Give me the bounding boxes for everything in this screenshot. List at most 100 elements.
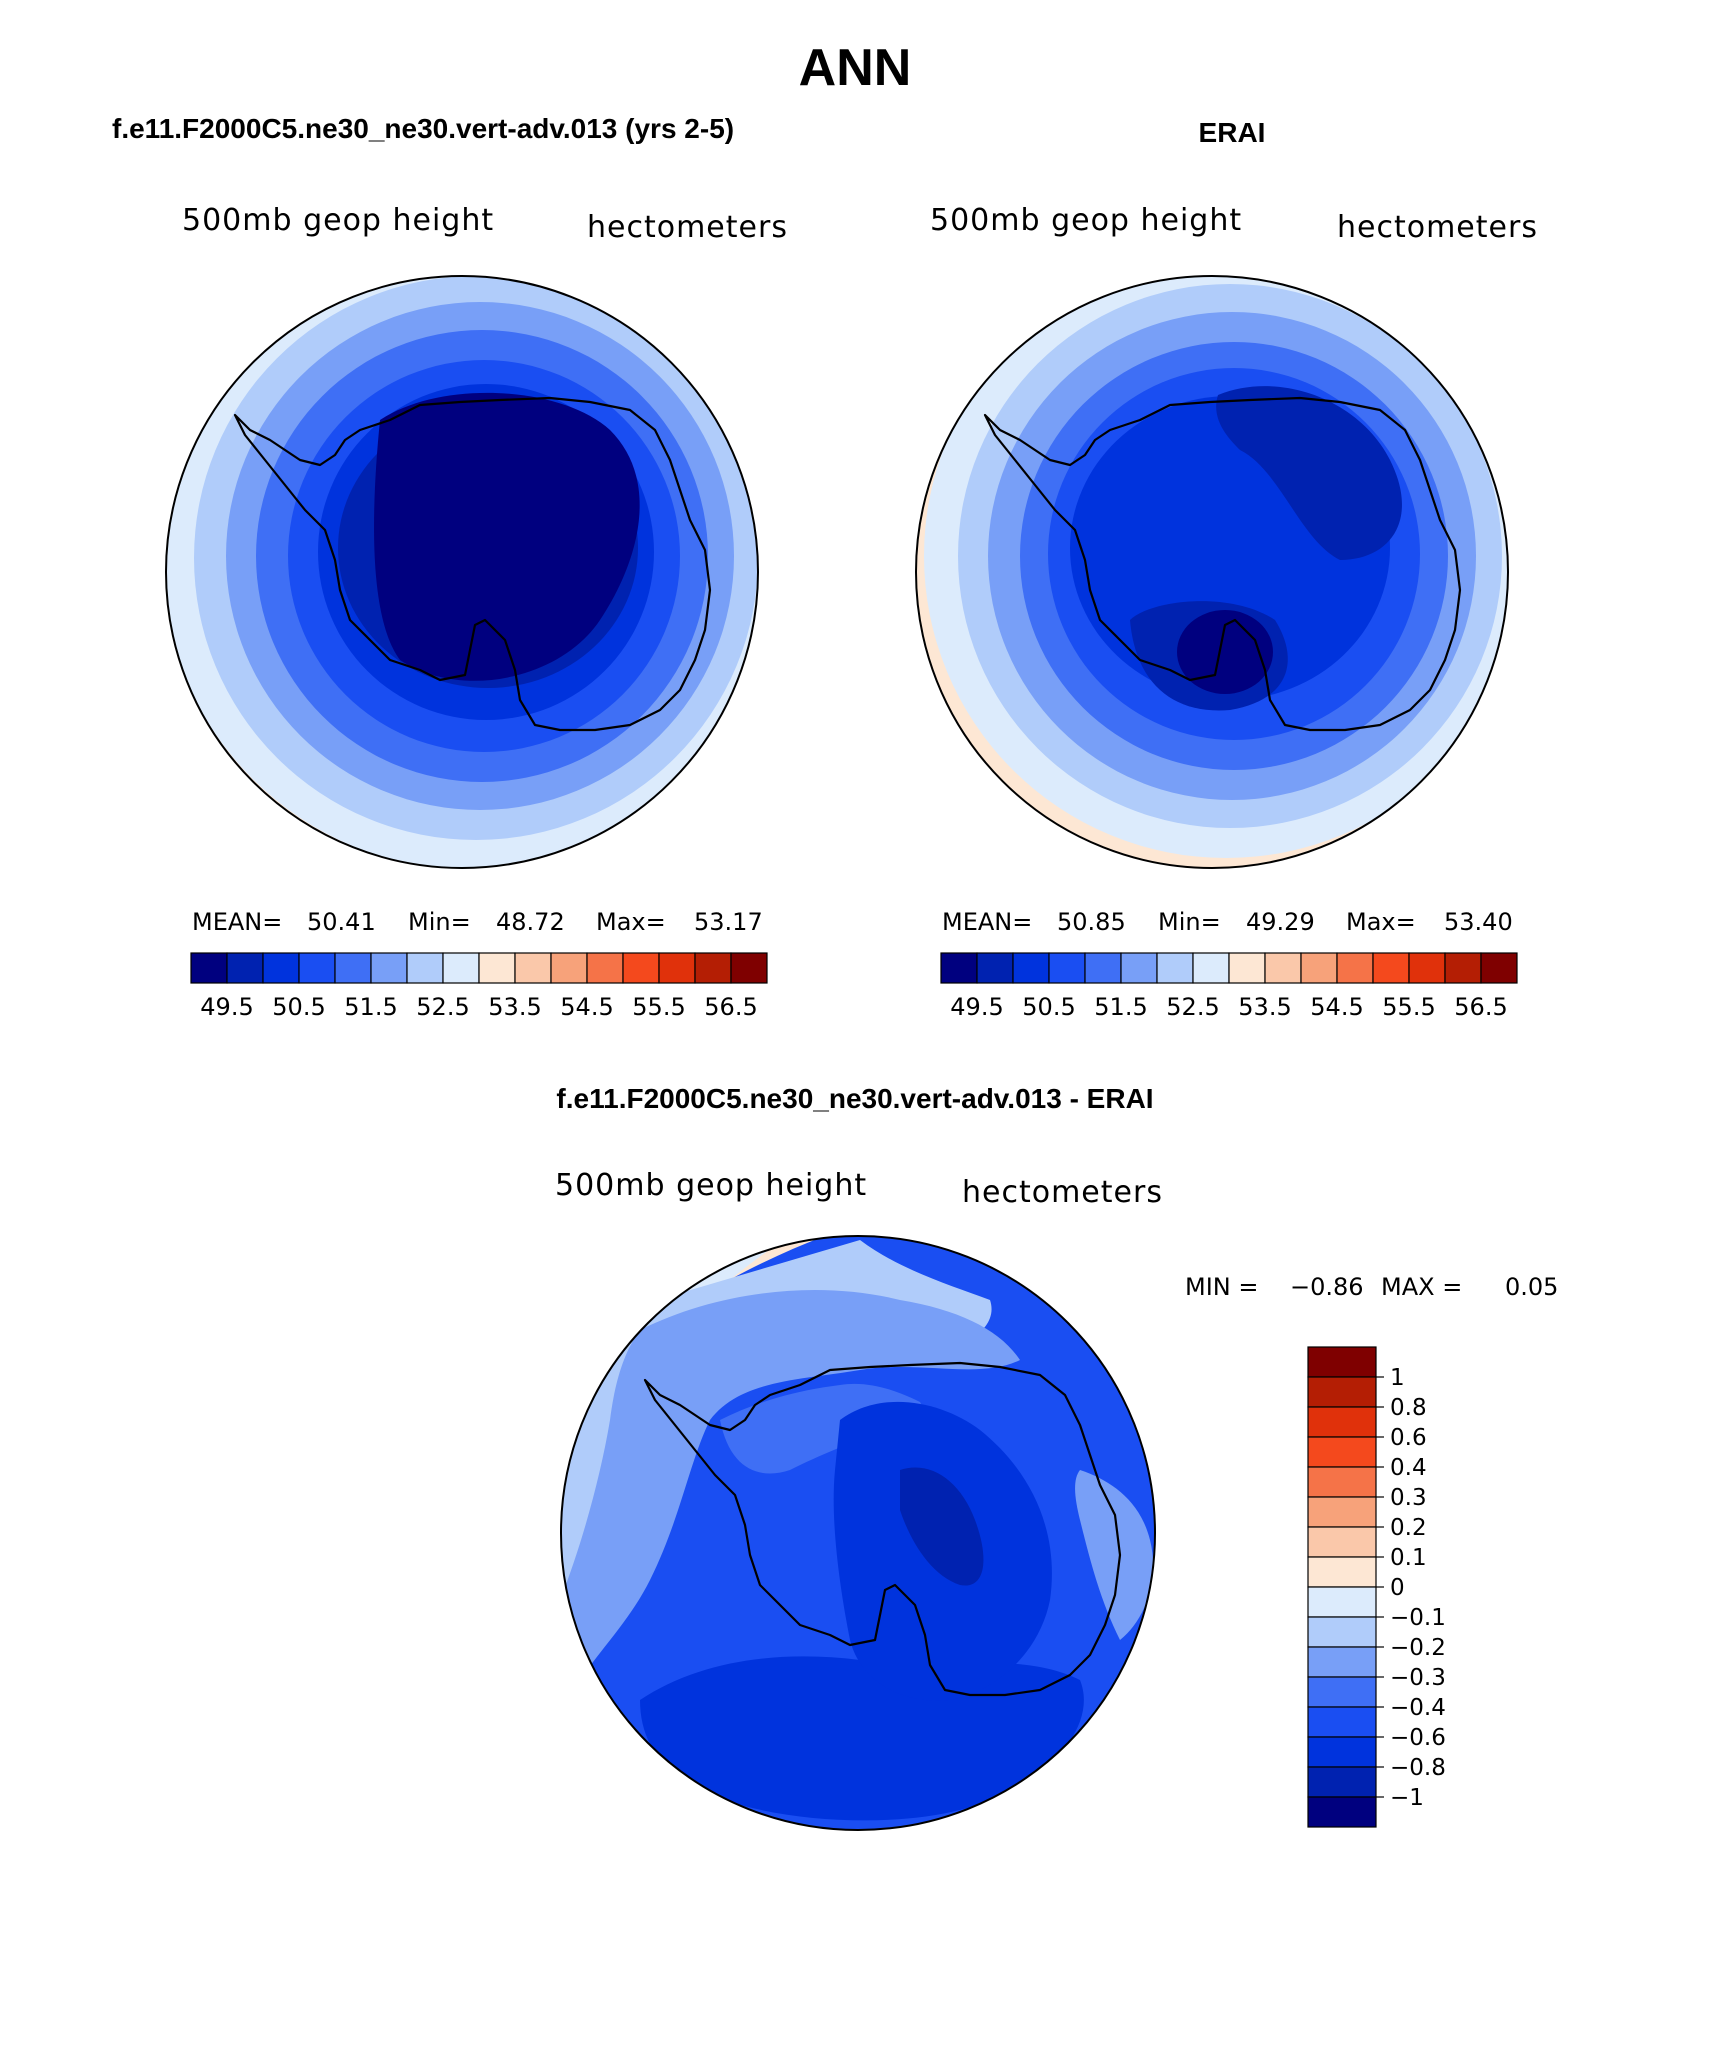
- colorbar-diff-swatch: [1307, 1376, 1377, 1408]
- colorbar-model-swatch: [406, 952, 444, 984]
- colorbar-erai-tick-label: 51.5: [1094, 993, 1147, 1021]
- erai-min-label: Min=: [1158, 908, 1221, 936]
- colorbar-diff-tick-label: 0.3: [1390, 1485, 1427, 1511]
- colorbar-erai-swatch: [1372, 952, 1410, 984]
- colorbar-diff-swatch: [1307, 1676, 1377, 1708]
- panel-erai-variable: 500mb geop height: [930, 203, 1242, 238]
- colorbar-diff-tick-label: −0.6: [1390, 1725, 1446, 1751]
- colorbar-erai-swatch: [1012, 952, 1050, 984]
- panel-diff-heading: f.e11.F2000C5.ne30_ne30.vert-adv.013 - E…: [556, 1083, 1153, 1114]
- colorbar-erai-swatch: [1156, 952, 1194, 984]
- model-mean-label: MEAN=: [192, 908, 282, 936]
- colorbar-model-tick-label: 56.5: [704, 993, 757, 1021]
- diff-max-label: MAX =: [1381, 1273, 1462, 1301]
- colorbar-erai-swatch: [940, 952, 978, 984]
- map-model: [166, 276, 758, 868]
- colorbar-diff-tick-label: 0.8: [1390, 1395, 1427, 1421]
- colorbar-erai-swatch: [1480, 952, 1518, 984]
- colorbar-diff-tick-label: 0.6: [1390, 1425, 1427, 1451]
- colorbar-erai-swatch: [1444, 952, 1482, 984]
- colorbar-erai-swatch: [1336, 952, 1374, 984]
- erai-mean-value: 50.85: [1057, 908, 1126, 936]
- colorbar-diff-swatch: [1307, 1796, 1377, 1828]
- colorbar-model-swatch: [586, 952, 624, 984]
- colorbar-diff-tick-label: −0.3: [1390, 1665, 1446, 1691]
- colorbar-diff-tick-label: −1: [1390, 1785, 1424, 1811]
- colorbar-model-swatch: [514, 952, 552, 984]
- colorbar-erai-swatch: [1264, 952, 1302, 984]
- colorbar-model-swatch: [226, 952, 264, 984]
- colorbar-model-swatch: [298, 952, 336, 984]
- colorbar-model: 49.5 50.5 51.5 52.5 53.5 54.5 55.5 56.5: [190, 952, 768, 1021]
- panel-diff-stats: MIN = −0.86 MAX = 0.05: [1185, 1273, 1558, 1301]
- panel-erai-stats: MEAN= 50.85 Min= 49.29 Max= 53.40: [942, 908, 1513, 936]
- colorbar-diff-swatch: [1307, 1616, 1377, 1648]
- colorbar-erai: 49.5 50.5 51.5 52.5 53.5 54.5 55.5 56.5: [940, 952, 1518, 1021]
- panel-diff: f.e11.F2000C5.ne30_ne30.vert-adv.013 - E…: [555, 1083, 1558, 1831]
- model-min-value: 48.72: [496, 908, 565, 936]
- colorbar-erai-tick-label: 55.5: [1382, 993, 1435, 1021]
- colorbar-model-swatch: [658, 952, 696, 984]
- colorbar-diff-tick-label: 0.2: [1390, 1515, 1427, 1541]
- colorbar-diff-swatch: [1307, 1556, 1377, 1588]
- colorbar-erai-swatch: [1120, 952, 1158, 984]
- colorbar-model-tick-label: 49.5: [200, 993, 253, 1021]
- colorbar-model-swatch: [334, 952, 372, 984]
- panel-diff-units: hectometers: [962, 1175, 1163, 1210]
- colorbar-erai-swatch: [1084, 952, 1122, 984]
- colorbar-diff-swatch: [1307, 1526, 1377, 1558]
- colorbar-model-swatch: [478, 952, 516, 984]
- colorbar-erai-swatch: [1192, 952, 1230, 984]
- colorbar-erai-tick-label: 52.5: [1166, 993, 1219, 1021]
- colorbar-erai-swatch: [1300, 952, 1338, 984]
- colorbar-model-tick-label: 52.5: [416, 993, 469, 1021]
- colorbar-diff-swatch: [1307, 1436, 1377, 1468]
- colorbar-diff-swatch: [1307, 1406, 1377, 1438]
- colorbar-erai-tick-label: 50.5: [1022, 993, 1075, 1021]
- colorbar-model-swatch: [262, 952, 300, 984]
- colorbar-diff-tick-label: −0.4: [1390, 1695, 1446, 1721]
- colorbar-diff-swatch: [1307, 1706, 1377, 1738]
- erai-mean-label: MEAN=: [942, 908, 1032, 936]
- colorbar-erai-swatch: [976, 952, 1014, 984]
- colorbar-diff-swatch: [1307, 1466, 1377, 1498]
- colorbar-erai-swatch: [1048, 952, 1086, 984]
- colorbar-model-swatch: [622, 952, 660, 984]
- diff-max-value: 0.05: [1505, 1273, 1558, 1301]
- colorbar-diff-tick-label: −0.8: [1390, 1755, 1446, 1781]
- colorbar-erai-swatch: [1228, 952, 1266, 984]
- model-mean-value: 50.41: [307, 908, 376, 936]
- colorbar-diff: 1 0.8 0.6 0.4 0.3 0.2 0.1 0 −0.1 −0.2 −0.3 −0.4 −0.6…: [1307, 1346, 1446, 1828]
- colorbar-diff-tick-label: −0.1: [1390, 1605, 1446, 1631]
- colorbar-diff-tick-label: −0.2: [1390, 1635, 1446, 1661]
- colorbar-model-tick-label: 50.5: [272, 993, 325, 1021]
- colorbar-diff-tick-label: 0.1: [1390, 1545, 1427, 1571]
- model-min-label: Min=: [408, 908, 471, 936]
- colorbar-model-swatch: [190, 952, 228, 984]
- colorbar-model-swatch: [694, 952, 732, 984]
- colorbar-diff-swatch: [1307, 1496, 1377, 1528]
- figure-title: ANN: [799, 39, 912, 97]
- colorbar-erai-tick-label: 49.5: [950, 993, 1003, 1021]
- colorbar-diff-swatch: [1307, 1646, 1377, 1678]
- colorbar-model-swatch: [442, 952, 480, 984]
- colorbar-erai-swatch: [1408, 952, 1446, 984]
- colorbar-diff-swatch: [1307, 1346, 1377, 1378]
- erai-max-label: Max=: [1346, 908, 1416, 936]
- panel-model-stats: MEAN= 50.41 Min= 48.72 Max= 53.17: [192, 908, 763, 936]
- panel-erai-units: hectometers: [1337, 210, 1538, 245]
- colorbar-diff-tick-label: 0.4: [1390, 1455, 1427, 1481]
- map-erai: [916, 276, 1508, 868]
- panel-erai: ERAI 500mb geop height hectometers MEAN=…: [915, 117, 1538, 1021]
- panel-model: f.e11.F2000C5.ne30_ne30.vert-adv.013 (yr…: [112, 113, 788, 1021]
- erai-min-value: 49.29: [1246, 908, 1315, 936]
- colorbar-model-swatch: [370, 952, 408, 984]
- model-max-value: 53.17: [694, 908, 763, 936]
- colorbar-model-swatch: [550, 952, 588, 984]
- diff-min-value: −0.86: [1290, 1273, 1364, 1301]
- model-max-label: Max=: [596, 908, 666, 936]
- colorbar-model-tick-label: 54.5: [560, 993, 613, 1021]
- colorbar-diff-swatch: [1307, 1736, 1377, 1768]
- panel-model-units: hectometers: [587, 210, 788, 245]
